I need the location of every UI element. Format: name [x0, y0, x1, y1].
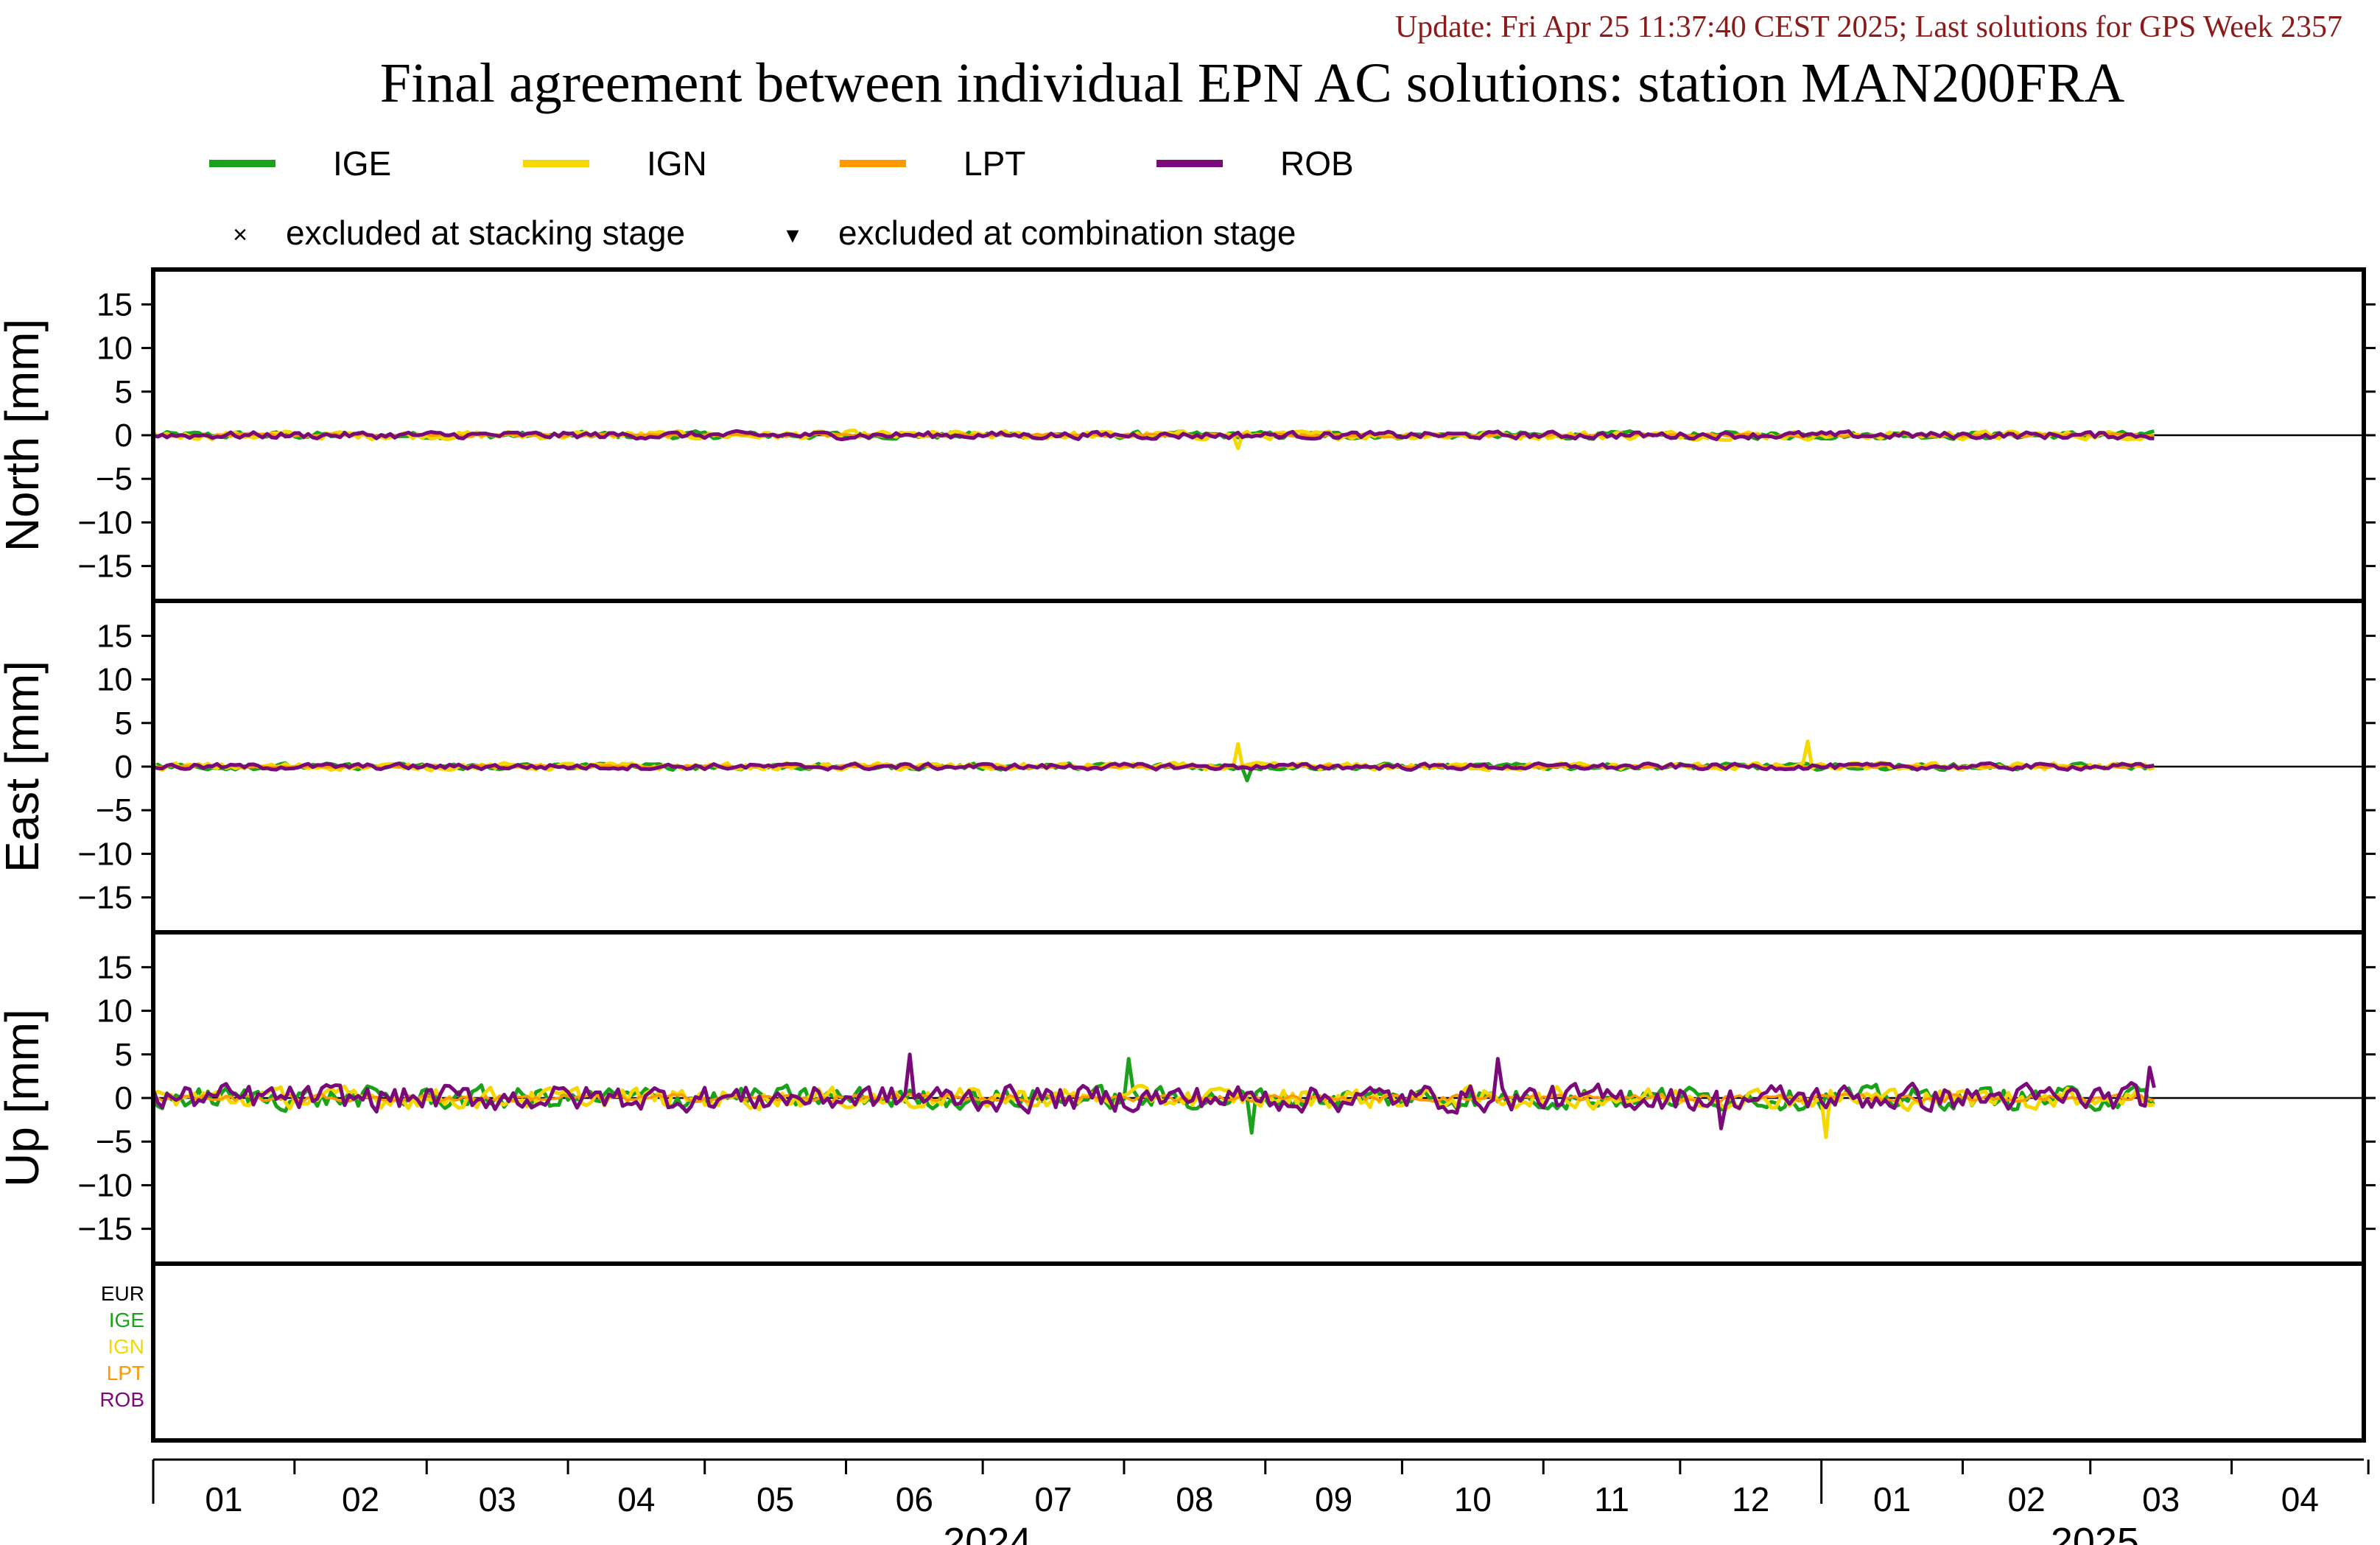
marker-label: excluded at stacking stage — [286, 214, 685, 252]
y-tick-label: −15 — [77, 880, 133, 916]
y-tick-label: 5 — [115, 374, 133, 410]
y-tick-label: 15 — [96, 286, 133, 323]
y-tick-label: 10 — [96, 993, 133, 1030]
y-tick-label: 10 — [96, 331, 133, 367]
x-axis: 01 02 03 04 05 06 07 08 09 10 11 12 01 02 03 04 2024 2025 — [152, 1458, 2370, 1545]
x-tick-label: 04 — [617, 1480, 655, 1518]
x-tick-label: 12 — [1732, 1480, 1769, 1518]
x-tick-label: 03 — [2142, 1480, 2180, 1518]
y-tick-label: 0 — [115, 749, 133, 785]
y-tick-label: 15 — [96, 618, 133, 654]
legend-label: LPT — [963, 144, 1025, 183]
chart-title: Final agreement between individual EPN A… — [380, 52, 2125, 114]
y-tick-label: 0 — [115, 1080, 133, 1116]
station-label-eur: EUR — [101, 1282, 144, 1305]
y-tick-label: 10 — [96, 662, 133, 698]
x-tick-label: 09 — [1315, 1480, 1352, 1518]
legend: IGE IGN LPT ROB × excluded at stacking stage ▾… — [209, 144, 1354, 252]
y-tick-label: −5 — [96, 792, 133, 828]
panel-frame — [151, 1261, 2366, 1443]
legend-item-lpt: LPT — [840, 144, 1025, 183]
x-tick-label: 01 — [205, 1480, 242, 1518]
legend-marker-combination: ▾ excluded at combination stage — [786, 214, 1296, 252]
legend-marker-stacking: × excluded at stacking stage — [233, 214, 685, 252]
legend-item-rob: ROB — [1156, 144, 1354, 183]
y-tick-label: −5 — [96, 461, 133, 497]
x-tick-label: 03 — [479, 1480, 516, 1518]
y-tick-label: 5 — [115, 705, 133, 742]
x-year-label: 2025 — [2051, 1520, 2139, 1545]
station-label-ign: IGN — [108, 1335, 144, 1358]
x-year-label: 2024 — [943, 1520, 1031, 1545]
x-tick-label: 05 — [757, 1480, 794, 1518]
station-label-lpt: LPT — [107, 1362, 144, 1384]
y-tick-label: −5 — [96, 1124, 133, 1160]
series-line-rob — [153, 1052, 2156, 1130]
series-line-rob — [153, 761, 2155, 772]
x-tick-label: 06 — [896, 1480, 933, 1518]
x-tick-label: 11 — [1594, 1480, 1629, 1518]
y-tick-label: 5 — [115, 1037, 133, 1073]
marker-label: excluded at combination stage — [838, 214, 1296, 252]
legend-item-ign: IGN — [523, 144, 707, 183]
legend-item-ige: IGE — [209, 144, 391, 183]
y-tick-label: −10 — [77, 504, 133, 541]
y-axis-label: North [mm] — [0, 319, 49, 552]
marker-symbol: ▾ — [786, 221, 798, 249]
y-tick-label: 0 — [115, 418, 133, 454]
x-tick-label: 07 — [1034, 1480, 1072, 1518]
station-label-ige: IGE — [109, 1309, 144, 1331]
y-tick-label: −10 — [77, 836, 133, 872]
panel-up: 15 10 5 0 −5 −10 −15 Up [mm] — [0, 930, 2376, 1266]
legend-label: IGN — [647, 144, 707, 183]
y-axis-label: Up [mm] — [0, 1009, 49, 1187]
y-axis-label: East [mm] — [0, 661, 49, 873]
legend-label: ROB — [1280, 144, 1354, 183]
panel-station-list: EUR IGE IGN LPT ROB — [99, 1261, 2366, 1443]
x-tick-label: 01 — [1873, 1480, 1911, 1518]
x-tick-label: 08 — [1176, 1480, 1213, 1518]
panels: 15 10 5 0 −5 −10 −15 North [mm] 15 10 5 0 −5 −10 −15 Ea… — [0, 267, 2376, 1443]
marker-symbol: × — [233, 221, 248, 249]
update-text: Update: Fri Apr 25 11:37:40 CEST 2025; L… — [1395, 10, 2342, 44]
x-tick-label: 04 — [2281, 1480, 2319, 1518]
panel-north: 15 10 5 0 −5 −10 −15 North [mm] — [0, 267, 2376, 603]
y-tick-label: −10 — [77, 1167, 133, 1203]
series-line-rob — [153, 429, 2155, 442]
y-tick-label: −15 — [77, 1211, 133, 1247]
x-tick-label: 10 — [1454, 1480, 1492, 1518]
panel-east: 15 10 5 0 −5 −10 −15 East [mm] — [0, 599, 2376, 935]
y-tick-label: 15 — [96, 949, 133, 985]
x-tick-label: 02 — [2008, 1480, 2046, 1518]
station-label-rob: ROB — [99, 1388, 144, 1411]
y-tick-label: −15 — [77, 549, 133, 585]
x-tick-label: 02 — [342, 1480, 379, 1518]
legend-label: IGE — [333, 144, 391, 183]
